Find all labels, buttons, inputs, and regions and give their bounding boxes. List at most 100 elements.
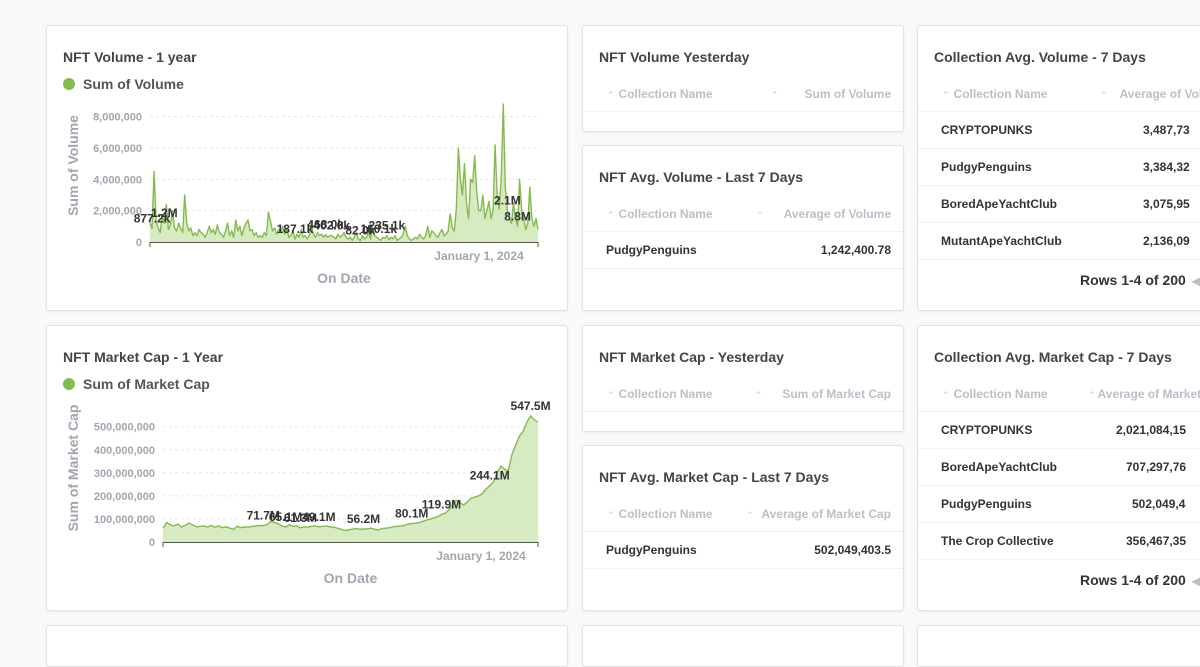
table-row[interactable]: PudgyPenguins 502,049,4 xyxy=(918,486,1200,523)
card-title: NFT Avg. Market Cap - Last 7 Days xyxy=(599,469,830,485)
data-table: ⌃ Collection Name ⌃ Average of Volume Pudg… xyxy=(583,195,903,269)
cell-value: 1,242,400.78 xyxy=(820,243,891,257)
sort-icon: ⌃ xyxy=(607,510,615,520)
y-tick-label: 300,000,000 xyxy=(94,468,155,480)
column-header-collection-name[interactable]: ⌃ Collection Name xyxy=(607,387,713,401)
x-axis-title: On Date xyxy=(324,570,378,586)
table-header: ⌃Collection Name ⌃Average of Volume xyxy=(583,195,903,232)
cell-value: 356,467,35 xyxy=(1126,534,1187,548)
cell-value: 3,075,95 xyxy=(1143,197,1190,211)
table-header: ⌃ Collection Name ⌃ Sum of Volume xyxy=(583,75,903,112)
data-label: 49.1M xyxy=(302,510,335,524)
table-row[interactable]: MutantApeYachtClub 2,136,09 xyxy=(918,223,1200,260)
data-label: 235.1k xyxy=(369,219,406,233)
data-label: 187.1k xyxy=(277,222,314,236)
table-row[interactable]: BoredApeYachtClub 3,075,95 xyxy=(918,186,1200,223)
y-tick-label: 8,000,000 xyxy=(93,112,142,124)
data-label: 8.8M xyxy=(504,209,531,223)
card-title: Collection Avg. Volume - 7 Days xyxy=(934,49,1146,65)
column-header-value[interactable]: ⌃ Average of Market Cap xyxy=(745,507,891,521)
table-header: ⌃ Collection Name ⌃ Sum of Market Cap xyxy=(583,375,903,412)
cell-collection-name: CRYPTOPUNKS xyxy=(941,123,1033,137)
column-header-collection-name[interactable]: ⌃ Collection Name xyxy=(942,87,1048,101)
cell-collection-name: PudgyPenguins xyxy=(941,497,1032,511)
pagination-label: Rows 1-4 of 200 xyxy=(1080,572,1186,588)
data-table: ⌃ Collection Name ⌃ Sum of Volume xyxy=(583,75,903,112)
column-header-value[interactable]: ⌃Average of Volume xyxy=(756,207,891,221)
avg-marketcap-7d-card: NFT Avg. Market Cap - Last 7 Days ⌃ Colle… xyxy=(582,445,904,611)
volume-chart-card: NFT Volume - 1 year Sum of Volume 0 2,000… xyxy=(46,25,568,311)
data-label: 65.1M xyxy=(269,510,302,524)
volume-yesterday-card: NFT Volume Yesterday ⌃ Collection Name ⌃ S… xyxy=(582,25,904,132)
x-axis-title: On Date xyxy=(317,270,371,286)
sort-icon: ⌃ xyxy=(771,90,779,100)
collection-avg-marketcap-card: Collection Avg. Market Cap - 7 Days ⌃ Col… xyxy=(917,325,1200,611)
column-header-collection-name[interactable]: ⌃ Collection Name xyxy=(607,87,713,101)
pagination-label: Rows 1-4 of 200 xyxy=(1080,272,1186,288)
column-header-collection-name[interactable]: ⌃ Collection Name xyxy=(607,507,713,521)
data-label: 468.0k xyxy=(307,218,344,232)
sort-icon: ⌃ xyxy=(756,210,764,220)
y-axis-title: Sum of Volume xyxy=(65,115,81,216)
sort-icon: ⌃ xyxy=(607,90,615,100)
prev-page-icon[interactable]: ◀ xyxy=(1192,574,1200,588)
cell-collection-name: The Crop Collective xyxy=(941,534,1054,548)
cell-collection-name: PudgyPenguins xyxy=(606,543,697,557)
sort-icon: ⌃ xyxy=(942,390,950,400)
cell-collection-name: CRYPTOPUNKS xyxy=(941,423,1033,437)
series-line xyxy=(162,415,539,532)
chart-legend[interactable]: Sum of Market Cap xyxy=(63,376,210,392)
table-header: ⌃Collection Name ⌃Average of Volume xyxy=(918,75,1200,112)
column-header-value[interactable]: ⌃ Sum of Market Cap xyxy=(754,387,891,401)
data-label: 71.7M xyxy=(247,508,280,522)
prev-page-icon[interactable]: ◀ xyxy=(1192,274,1200,288)
pagination: Rows 1-4 of 200 ◀ xyxy=(1080,272,1200,288)
card-title: NFT Avg. Volume - Last 7 Days xyxy=(599,169,804,185)
y-tick-label: 2,000,000 xyxy=(93,206,142,218)
legend-label: Sum of Volume xyxy=(83,76,184,92)
data-label: 2.1M xyxy=(494,194,521,208)
table-row[interactable]: PudgyPenguins 1,242,400.78 xyxy=(583,232,903,269)
data-table: ⌃ Collection Name ⌃ Sum of Market Cap xyxy=(583,375,903,412)
table-row[interactable]: BoredApeYachtClub 707,297,76 xyxy=(918,449,1200,486)
table-row[interactable]: CRYPTOPUNKS 2,021,084,15 xyxy=(918,412,1200,449)
sort-icon: ⌃ xyxy=(607,210,615,220)
card-title: NFT Volume - 1 year xyxy=(63,49,197,65)
table-row[interactable]: CRYPTOPUNKS 3,487,73 xyxy=(918,112,1200,149)
chart-legend[interactable]: Sum of Volume xyxy=(63,76,184,92)
column-header-collection-name[interactable]: ⌃ Collection Name xyxy=(942,387,1048,401)
cell-collection-name: BoredApeYachtClub xyxy=(941,460,1058,474)
data-label: 160.1k xyxy=(360,222,397,236)
volume-chart[interactable]: 0 2,000,000 4,000,000 6,000,000 8,000,000 Jan… xyxy=(47,26,567,310)
cell-value: 3,384,32 xyxy=(1143,160,1190,174)
next-row-card xyxy=(46,625,568,667)
y-tick-label: 100,000,000 xyxy=(94,514,155,526)
column-header-value[interactable]: ⌃Average of Volume xyxy=(1100,87,1200,101)
column-header-collection-name[interactable]: ⌃ Collection Name xyxy=(607,207,713,221)
marketcap-chart[interactable]: 0 100,000,000 200,000,000 300,000,000 400,00… xyxy=(47,326,567,610)
table-row[interactable]: PudgyPenguins 3,384,32 xyxy=(918,149,1200,186)
data-label: 119.9M xyxy=(422,497,461,511)
data-label: 402.0k xyxy=(313,219,350,233)
y-tick-label: 400,000,000 xyxy=(94,445,155,457)
table-row[interactable]: PudgyPenguins 502,049,403.5 xyxy=(583,532,903,569)
y-tick-label: 0 xyxy=(136,237,142,249)
column-header-value[interactable]: ⌃ Sum of Volume xyxy=(771,87,891,101)
cell-collection-name: PudgyPenguins xyxy=(606,243,697,257)
pagination: Rows 1-4 of 200 ◀ xyxy=(1080,572,1200,588)
y-axis-title: Sum of Market Cap xyxy=(65,405,81,532)
x-tick-label: January 1, 2024 xyxy=(434,249,524,263)
cell-value: 2,021,084,15 xyxy=(1116,423,1187,437)
table-header: ⌃ Collection Name ⌃ Average of Market Cap xyxy=(583,495,903,532)
data-label: 82.0k xyxy=(345,224,375,238)
collection-avg-volume-card: Collection Avg. Volume - 7 Days ⌃ Collect… xyxy=(917,25,1200,311)
table-row[interactable]: The Crop Collective 356,467,35 xyxy=(918,523,1200,560)
next-row-card xyxy=(582,625,904,667)
cell-value: 2,136,09 xyxy=(1143,234,1190,248)
cell-value: 502,049,4 xyxy=(1132,497,1186,511)
column-header-value[interactable]: ⌃ Average of Market xyxy=(1088,387,1200,401)
legend-label: Sum of Market Cap xyxy=(83,376,210,392)
card-title: Collection Avg. Market Cap - 7 Days xyxy=(934,349,1172,365)
cell-value: 3,487,73 xyxy=(1143,123,1190,137)
marketcap-yesterday-card: NFT Market Cap - Yesterday ⌃ Collection N… xyxy=(582,325,904,432)
